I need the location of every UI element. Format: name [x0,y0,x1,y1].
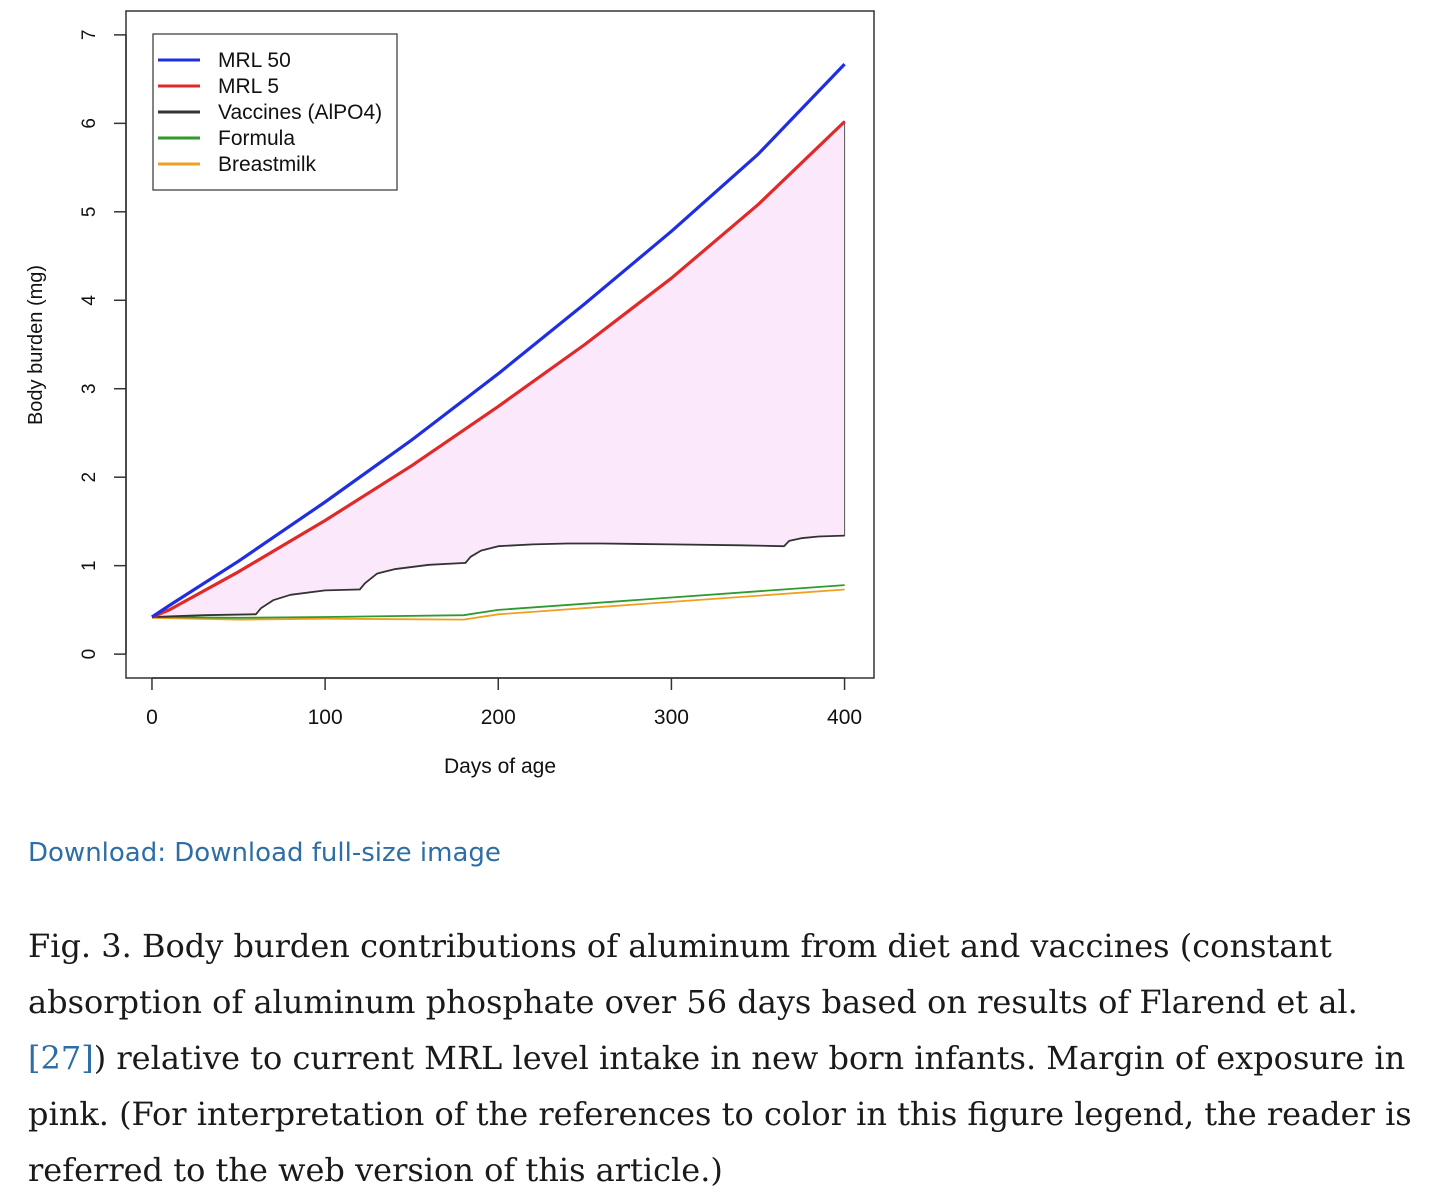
y-tick-label: 1 [79,560,100,571]
legend-label-mrl-50: MRL 50 [218,49,291,72]
x-tick-label: 100 [308,706,343,729]
body-burden-chart: 0 100 200 300 400 0 1 2 3 4 5 6 7 Days of age Body … [25,10,875,778]
x-tick-label: 0 [146,706,158,729]
download-full-size-image-link[interactable]: Download: Download full-size image [28,838,501,868]
x-axis-label: Days of age [444,755,556,778]
y-tick-label: 5 [79,207,100,218]
y-tick-label: 6 [79,118,100,129]
legend-label-mrl-5: MRL 5 [218,75,279,98]
figure-caption: Fig. 3. Body burden contributions of alu… [28,918,1438,1198]
reference-link[interactable]: [27] [28,1039,94,1077]
y-tick-label: 2 [79,472,100,483]
series-line-breastmilk [151,588,845,621]
margin-of-exposure-fill [151,120,846,618]
series-line-mrl-50 [151,62,846,619]
y-tick-label: 0 [79,649,100,660]
y-axis-label: Body burden (mg) [25,265,47,425]
margin-of-exposure-area [151,120,846,618]
y-axis: 0 1 2 3 4 5 6 7 [79,30,127,660]
legend-label-breastmilk: Breastmilk [218,153,317,176]
caption-text-start: Fig. 3. Body burden contributions of alu… [28,927,1358,1021]
series-line-vaccines-alpo4 [151,534,845,618]
legend-label-formula: Formula [218,127,295,150]
y-tick-label: 4 [79,295,100,306]
x-tick-label: 200 [481,706,516,729]
caption-text-end: ) relative to current MRL level intake i… [28,1039,1412,1189]
y-tick-label: 7 [79,30,100,41]
x-axis: 0 100 200 300 400 [146,677,862,729]
series-line-formula [151,584,845,619]
series-lines [151,62,846,621]
series-line-mrl-5 [151,120,846,619]
x-tick-label: 400 [827,706,862,729]
legend: MRL 50 MRL 5 Vaccines (AlPO4) Formula Breast… [152,33,398,191]
x-tick-label: 300 [654,706,689,729]
legend-label-vaccines-alpo4: Vaccines (AlPO4) [218,101,382,124]
y-tick-label: 3 [79,383,100,394]
